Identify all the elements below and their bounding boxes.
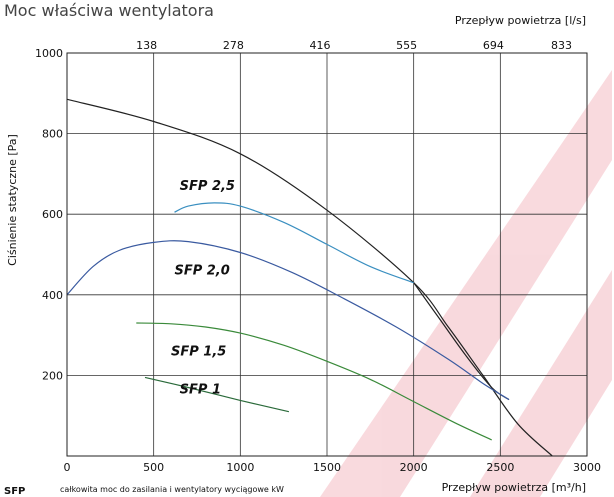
x-tick-label: 2000: [400, 461, 428, 474]
x2-tick-label: 416: [310, 39, 331, 52]
curve-label-sfp-2-0: SFP 2,0: [174, 264, 229, 279]
curves: [67, 98, 553, 456]
fan-curve-1: [67, 98, 553, 456]
plot-frame: [66, 52, 588, 457]
y-tick-label: 800: [42, 128, 63, 141]
curve-labels: SFP 2,5 SFP 2,0 SFP 1,5 SFP 1: [171, 179, 235, 398]
x2-tick-label: 694: [483, 39, 504, 52]
curve-label-sfp-2-5: SFP 2,5: [180, 179, 235, 194]
grid: [67, 53, 587, 456]
x-tick-label: 2500: [486, 461, 514, 474]
y-axis-label: Ciśnienie statyczne [Pa]: [6, 134, 19, 266]
x-tick-label: 1500: [313, 461, 341, 474]
y-tick-label: 400: [42, 289, 63, 302]
y-tick-label: 600: [42, 208, 63, 221]
curve-sfp-2-5: [174, 202, 414, 284]
watermark-bands: [320, 70, 612, 497]
y-tick-label: 200: [42, 369, 63, 382]
tick-labels: 0 500 1000 1500 2000 2500 3000 200 400 600 800 1000…: [35, 39, 601, 474]
x-tick-label: 1000: [226, 461, 254, 474]
x2-tick-label: 833: [551, 39, 572, 52]
x-axis-label: Przepływ powietrza [m³/h]: [442, 481, 586, 494]
curve-sfp-1-5: [136, 322, 492, 441]
x2-tick-label: 555: [396, 39, 417, 52]
chart-title: Moc właściwa wentylatora: [4, 1, 214, 20]
footnote-text: całkowita moc do zasilania i wentylatory…: [60, 485, 284, 494]
watermark-band-right: [470, 270, 612, 497]
x2-axis-label: Przepływ powietrza [l/s]: [455, 14, 586, 27]
x-tick-label: 3000: [573, 461, 601, 474]
x2-tick-label: 138: [136, 39, 157, 52]
footnote-label: SFP: [4, 486, 25, 497]
x-tick-label: 0: [64, 461, 71, 474]
curve-sfp-2-0: [67, 240, 510, 401]
curve-label-sfp-1-5: SFP 1,5: [171, 344, 226, 359]
x2-tick-label: 278: [223, 39, 244, 52]
curve-sfp-1: [144, 376, 290, 413]
curve-label-sfp-1: SFP 1: [180, 383, 221, 398]
x-tick-label: 500: [143, 461, 164, 474]
y-tick-label: 1000: [35, 47, 63, 60]
